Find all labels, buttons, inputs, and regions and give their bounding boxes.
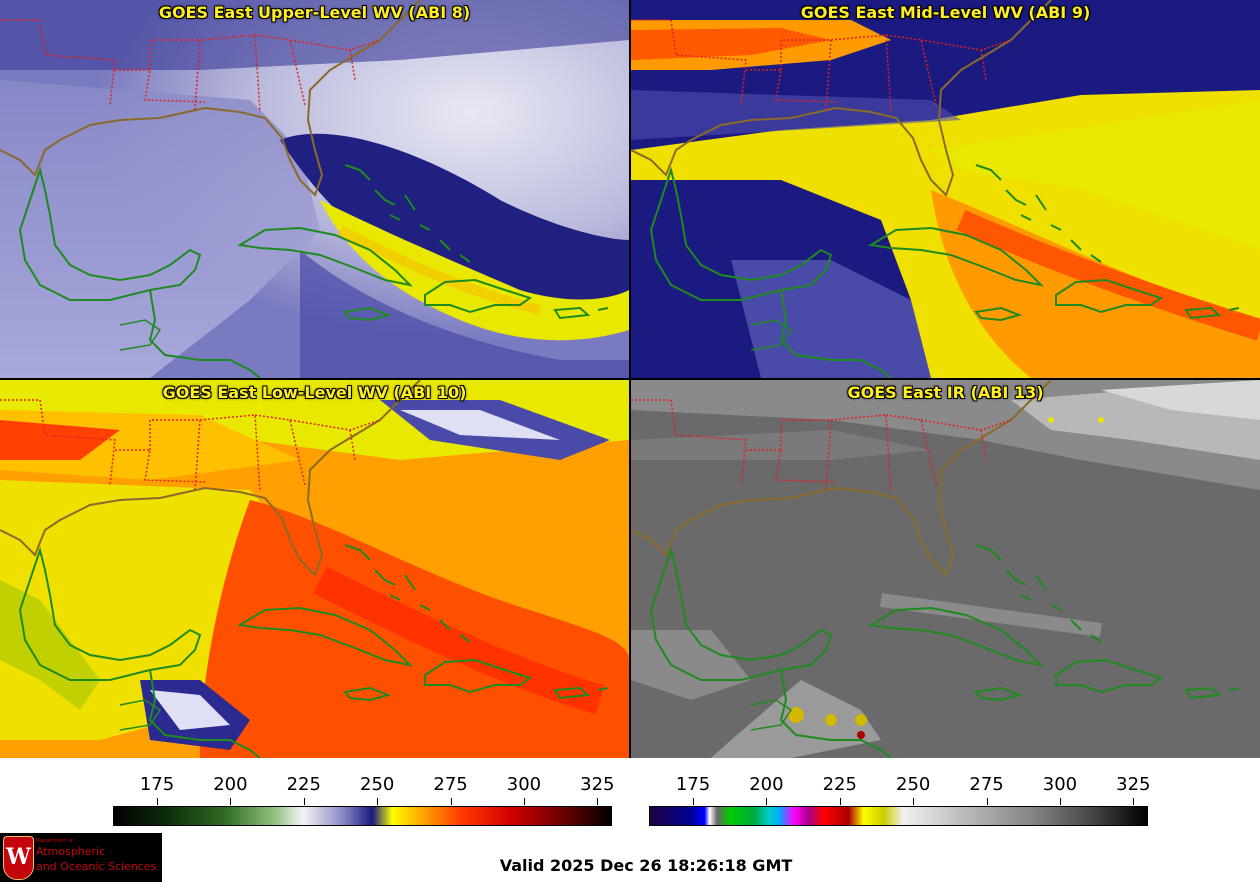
valid-time: Valid 2025 Dec 26 18:26:18 GMT <box>499 856 793 875</box>
ir-colorbar-gradient <box>649 806 1148 826</box>
right-tick-mark <box>693 798 695 805</box>
wv-colorbar: 175 200 225 250 275 300 325 <box>113 770 615 826</box>
right-tick-mark <box>839 798 841 805</box>
panel-title: GOES East Low-Level WV (ABI 10) <box>162 383 467 402</box>
upper-level-wv-map <box>0 0 629 378</box>
left-tick-mark <box>303 798 305 805</box>
left-tick-label: 175 <box>139 774 175 795</box>
aos-logo[interactable]: W Department of Atmospheric and Oceanic … <box>0 833 162 882</box>
right-tick-label: 300 <box>1042 774 1078 795</box>
logo-line1: Atmospheric <box>36 845 106 858</box>
logo-line2: and Oceanic Sciences <box>36 860 157 873</box>
right-tick-mark <box>986 798 988 805</box>
uw-crest-icon: W <box>3 836 34 880</box>
left-tick-label: 300 <box>506 774 542 795</box>
low-level-wv-map <box>0 380 629 758</box>
mid-level-wv-map <box>631 0 1260 378</box>
left-tick-mark <box>597 798 599 805</box>
left-tick-mark <box>377 798 379 805</box>
right-tick-mark <box>1133 798 1135 805</box>
left-tick-label: 200 <box>213 774 248 795</box>
wv-colorbar-gradient <box>113 806 612 826</box>
left-tick-mark <box>157 798 159 805</box>
left-tick-mark <box>523 798 525 805</box>
right-tick-label: 200 <box>749 774 784 795</box>
right-tick-label: 225 <box>822 774 857 795</box>
low-level-wv-panel: GOES East Low-Level WV (ABI 10) <box>0 380 629 758</box>
ir-colorbar: 175 200 225 250 275 300 325 <box>649 770 1151 826</box>
panel-title: GOES East IR (ABI 13) <box>847 383 1044 402</box>
mid-level-wv-panel: GOES East Mid-Level WV (ABI 9) <box>631 0 1260 378</box>
upper-level-wv-panel: GOES East Upper-Level WV (ABI 8) <box>0 0 629 378</box>
right-tick-label: 250 <box>895 774 931 795</box>
horizontal-divider <box>0 378 1260 380</box>
right-tick-label: 275 <box>969 774 1004 795</box>
right-tick-mark <box>1059 798 1061 805</box>
wv-colorbar-ticks: 175 200 225 250 275 300 325 <box>113 770 615 806</box>
ir-panel: GOES East IR (ABI 13) <box>631 380 1260 758</box>
left-tick-label: 225 <box>286 774 321 795</box>
left-tick-label: 275 <box>433 774 468 795</box>
left-tick-label: 250 <box>359 774 395 795</box>
logo-department: Department of <box>36 838 73 844</box>
right-tick-label: 325 <box>1116 774 1151 795</box>
panel-title: GOES East Upper-Level WV (ABI 8) <box>158 3 471 22</box>
ir-map <box>631 380 1260 758</box>
right-tick-mark <box>766 798 768 805</box>
ir-colorbar-ticks: 175 200 225 250 275 300 325 <box>649 770 1151 806</box>
right-tick-mark <box>913 798 915 805</box>
left-tick-mark <box>450 798 452 805</box>
left-tick-label: 325 <box>580 774 615 795</box>
left-tick-mark <box>230 798 232 805</box>
panel-title: GOES East Mid-Level WV (ABI 9) <box>800 3 1091 22</box>
right-tick-label: 175 <box>675 774 711 795</box>
